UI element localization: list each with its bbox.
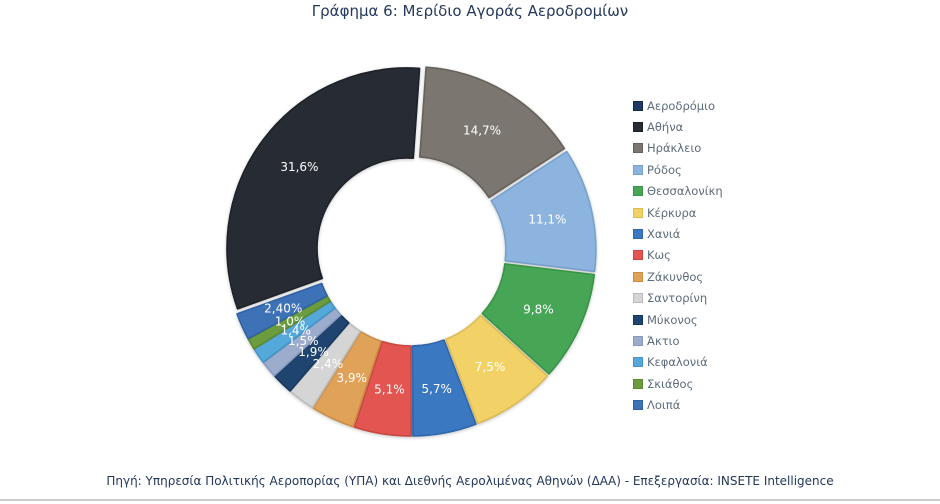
legend-label: Κως — [647, 248, 671, 263]
legend-swatch-icon — [633, 314, 643, 325]
pie-slice — [490, 150, 597, 273]
legend-item: Κως — [633, 245, 803, 266]
legend-swatch-icon — [633, 143, 643, 154]
legend-item: Θεσσαλονίκη — [633, 181, 803, 202]
slice-percent-label: 3,9% — [336, 371, 367, 385]
legend-swatch-icon — [633, 229, 643, 240]
pie-slice — [481, 263, 596, 375]
legend-label: Αθήνα — [647, 120, 684, 135]
pie-slice — [445, 314, 549, 425]
legend-swatch-icon — [633, 250, 643, 261]
legend-label: Σκιάθος — [647, 376, 694, 391]
legend-label: Κεφαλονιά — [647, 355, 708, 370]
legend-item: Κεφαλονιά — [633, 352, 803, 373]
legend-item: Κέρκυρα — [633, 202, 803, 223]
slice-percent-label: 9,8% — [523, 302, 554, 316]
slice-percent-label: 5,7% — [421, 382, 452, 396]
legend-swatch-icon — [633, 164, 643, 175]
legend-label: Ζάκυνθος — [647, 269, 704, 284]
legend-label: Άκτιο — [647, 333, 680, 348]
slice-percent-label: 11,1% — [528, 213, 566, 227]
legend-swatch-icon — [633, 271, 643, 282]
legend-swatch-icon — [633, 293, 643, 304]
legend-item: Σαντορίνη — [633, 288, 803, 309]
slice-percent-label: 1,5% — [288, 334, 319, 348]
legend-item: Ηράκλειο — [633, 138, 803, 159]
legend-label: Λοιπά — [647, 398, 681, 413]
legend-item: Αεροδρόμιο — [633, 95, 803, 116]
pie-slice — [419, 66, 566, 199]
legend-label: Ηράκλειο — [647, 141, 702, 156]
pie-slice — [411, 339, 477, 437]
chart-legend: Αεροδρόμιο Αθήνα Ηράκλειο Ρόδος Θεσσαλονίκη Κ… — [633, 95, 803, 416]
slice-percent-label: 7,5% — [475, 360, 506, 374]
legend-label: Αεροδρόμιο — [647, 98, 716, 113]
legend-item: Ζάκυνθος — [633, 266, 803, 287]
pie-slice — [226, 67, 421, 310]
legend-label: Θεσσαλονίκη — [647, 184, 723, 199]
slice-percent-label: 1,9% — [298, 345, 329, 359]
pie-slice — [236, 282, 329, 340]
slice-percent-label: 2,40% — [264, 301, 302, 315]
slice-percent-label: 2,4% — [313, 357, 344, 371]
legend-swatch-icon — [633, 122, 643, 133]
legend-label: Χανιά — [647, 227, 681, 242]
legend-swatch-icon — [633, 400, 643, 411]
legend-label: Σαντορίνη — [647, 291, 708, 306]
legend-item: Σκιάθος — [633, 373, 803, 394]
pie-slice — [353, 340, 413, 437]
slice-percent-label: 1,0% — [275, 315, 306, 329]
legend-swatch-icon — [633, 186, 643, 197]
pie-slice — [312, 330, 382, 428]
legend-label: Ρόδος — [647, 162, 682, 177]
legend-label: Μύκονος — [647, 312, 698, 327]
slice-percent-label: 31,6% — [280, 160, 318, 174]
legend-item: Χανιά — [633, 223, 803, 244]
chart-title: Γράφημα 6: Μερίδιο Αγοράς Αεροδρομίων — [311, 2, 629, 20]
legend-item: Ρόδος — [633, 159, 803, 180]
legend-swatch-icon — [633, 207, 643, 218]
slice-percent-label: 5,1% — [374, 383, 405, 397]
legend-item: Λοιπά — [633, 394, 803, 415]
legend-swatch-icon — [633, 378, 643, 389]
legend-swatch-icon — [633, 100, 643, 111]
source-note: Πηγή: Υπηρεσία Πολιτικής Αεροπορίας (ΥΠΑ… — [106, 474, 834, 488]
legend-label: Κέρκυρα — [647, 205, 697, 220]
bottom-divider-line — [0, 499, 940, 501]
slice-percent-label: 1,4% — [280, 324, 311, 338]
slice-percent-label: 14,7% — [463, 124, 501, 138]
legend-swatch-icon — [633, 335, 643, 346]
legend-item: Μύκονος — [633, 309, 803, 330]
legend-swatch-icon — [633, 357, 643, 368]
legend-item: Άκτιο — [633, 330, 803, 351]
legend-item: Αθήνα — [633, 116, 803, 137]
